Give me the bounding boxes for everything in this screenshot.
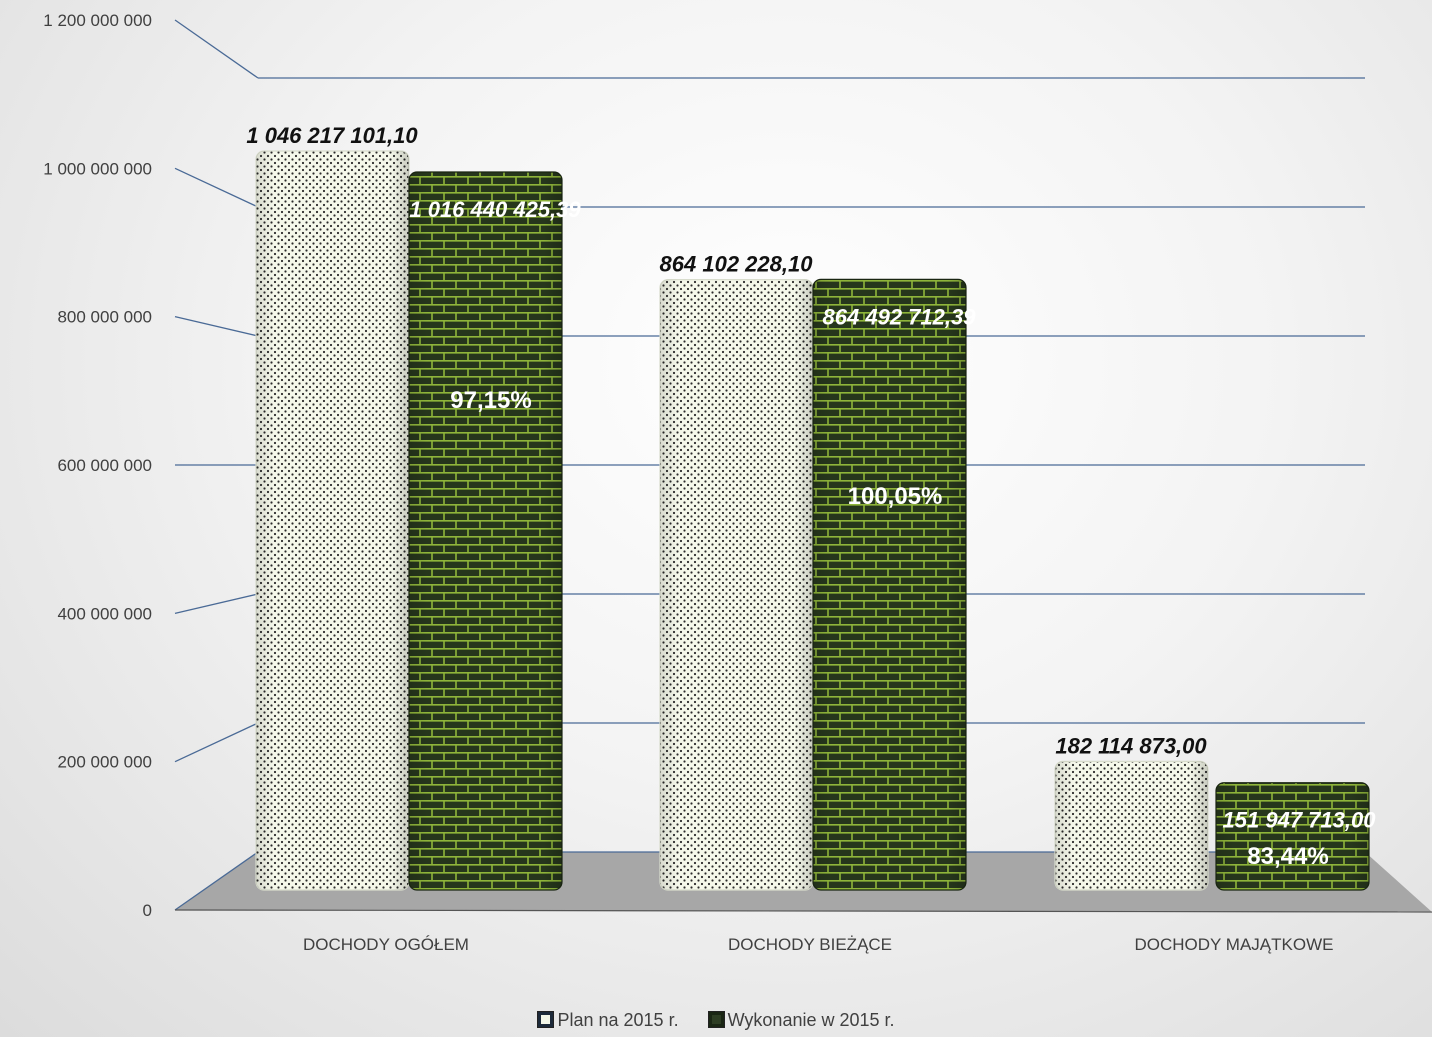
- value-label-plan: 864 102 228,10: [660, 252, 814, 277]
- value-label-exec: 151 947 713,00: [1223, 808, 1377, 833]
- percent-label: 97,15%: [450, 387, 531, 414]
- category-label: DOCHODY OGÓŁEM: [303, 935, 469, 954]
- legend-item-plan: Plan na 2015 r.: [537, 1010, 679, 1031]
- bar-shade: [813, 279, 966, 890]
- gridline-diagonal: [174, 167, 259, 208]
- bar-shade: [256, 151, 409, 890]
- y-tick-label: 200 000 000: [57, 753, 152, 772]
- gridline-diagonal: [174, 722, 259, 763]
- gridline-diagonal: [174, 851, 259, 911]
- category-label: DOCHODY BIEŻĄCE: [728, 935, 892, 954]
- bar-shade: [1055, 761, 1208, 890]
- legend-item-exec: Wykonanie w 2015 r.: [707, 1010, 895, 1031]
- legend-label-plan: Plan na 2015 r.: [557, 1010, 679, 1030]
- legend-swatch-exec: [707, 1011, 725, 1028]
- percent-label: 100,05%: [848, 483, 943, 510]
- y-tick-label: 1 000 000 000: [43, 159, 152, 178]
- y-tick-label: 400 000 000: [57, 604, 152, 623]
- y-tick-label: 0: [143, 901, 152, 920]
- value-label-plan: 182 114 873,00: [1055, 733, 1207, 758]
- y-tick-label: 600 000 000: [57, 456, 152, 475]
- bar-shade: [409, 172, 562, 890]
- bar-shade: [1216, 782, 1369, 890]
- category-label: DOCHODY MAJĄTKOWE: [1135, 935, 1334, 954]
- legend-label-exec: Wykonanie w 2015 r.: [727, 1010, 895, 1030]
- value-label-exec: 864 492 712,39: [823, 304, 977, 329]
- gridline-diagonal: [174, 316, 259, 337]
- legend-swatch-plan: [537, 1011, 555, 1028]
- legend: Plan na 2015 r. Wykonanie w 2015 r.: [0, 1010, 1432, 1031]
- bar-shade: [660, 279, 813, 890]
- percent-label: 83,44%: [1247, 843, 1328, 870]
- gridline-diagonal: [174, 593, 259, 614]
- x-axis-line: [174, 909, 1432, 913]
- value-label-plan: 1 046 217 101,10: [246, 123, 418, 148]
- y-tick-label: 800 000 000: [57, 308, 152, 327]
- gridline-diagonal: [174, 19, 259, 79]
- value-label-exec: 1 016 440 425,39: [409, 197, 581, 222]
- y-tick-label: 1 200 000 000: [43, 11, 152, 30]
